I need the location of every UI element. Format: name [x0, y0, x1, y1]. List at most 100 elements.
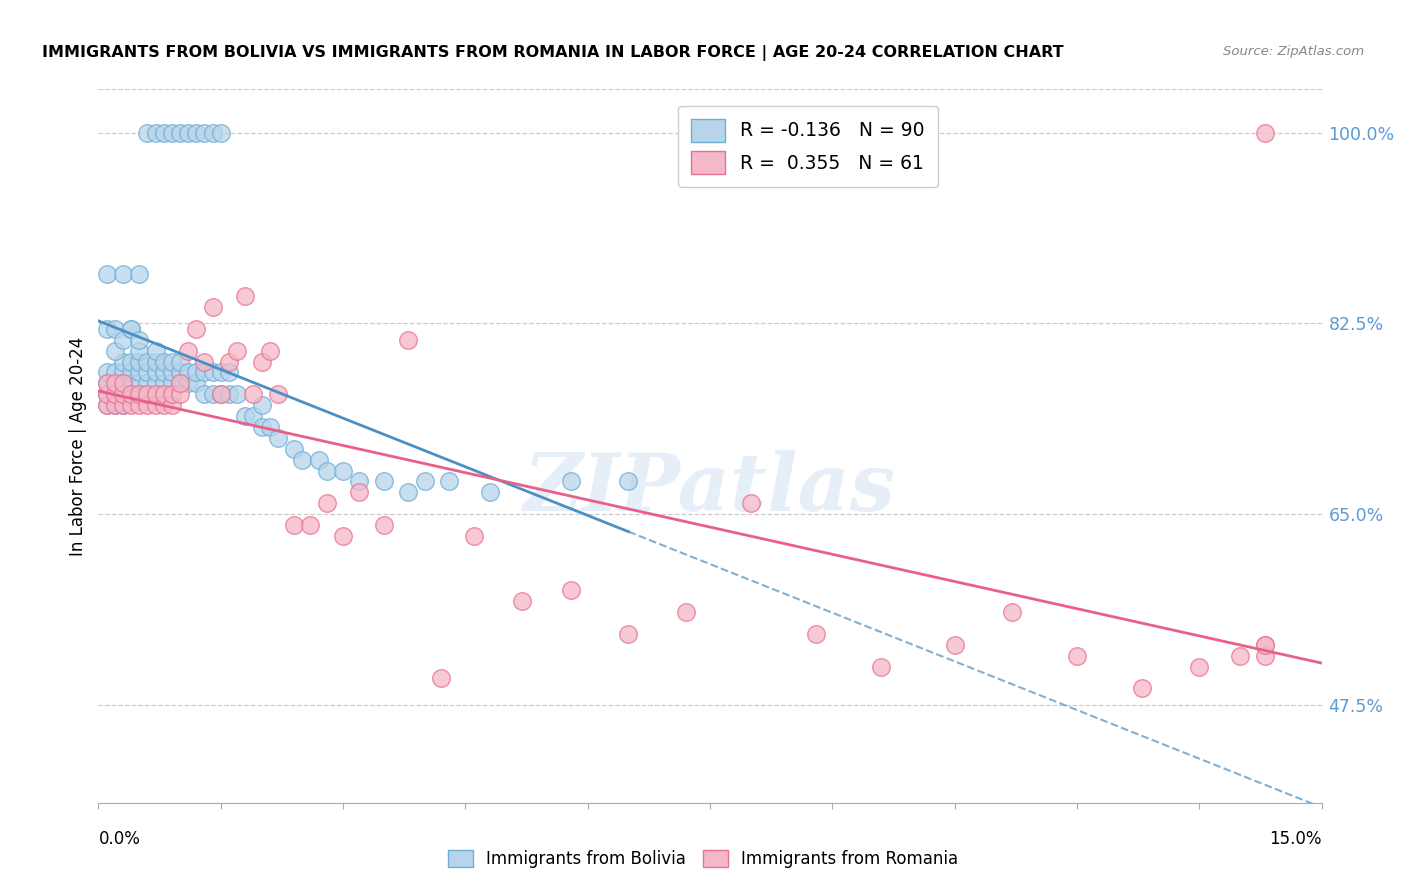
Point [201, 126, 224, 140]
Point [218, 366, 240, 380]
Point [617, 475, 640, 489]
Point [120, 387, 142, 401]
Point [396, 333, 419, 347]
Point [186, 126, 208, 140]
Point [111, 387, 134, 401]
Point [209, 387, 232, 401]
Point [145, 376, 167, 391]
Point [104, 343, 127, 358]
Point [111, 398, 134, 412]
Point [349, 485, 371, 500]
Point [332, 463, 354, 477]
Point [104, 366, 127, 380]
Point [804, 627, 827, 641]
Point [120, 354, 142, 368]
Point [349, 475, 371, 489]
Point [169, 366, 191, 380]
Text: Source: ZipAtlas.com: Source: ZipAtlas.com [1223, 45, 1364, 58]
Point [145, 354, 167, 368]
Point [560, 475, 582, 489]
Point [136, 126, 159, 140]
Point [332, 529, 354, 543]
Point [96, 322, 118, 336]
Point [209, 366, 232, 380]
Point [128, 366, 150, 380]
Point [96, 376, 118, 391]
Point [104, 398, 127, 412]
Point [943, 638, 966, 652]
Point [512, 594, 534, 608]
Point [315, 496, 337, 510]
Text: 15.0%: 15.0% [1270, 830, 1322, 848]
Point [218, 354, 240, 368]
Point [193, 387, 215, 401]
Point [120, 398, 142, 412]
Point [120, 376, 142, 391]
Point [111, 376, 134, 391]
Point [111, 354, 134, 368]
Point [160, 126, 183, 140]
Point [233, 409, 256, 423]
Point [233, 289, 256, 303]
Point [152, 126, 174, 140]
Point [209, 126, 232, 140]
Point [152, 354, 174, 368]
Point [96, 268, 118, 282]
Point [250, 398, 273, 412]
Point [136, 376, 159, 391]
Point [104, 398, 127, 412]
Point [128, 387, 150, 401]
Point [193, 354, 215, 368]
Point [111, 398, 134, 412]
Point [120, 366, 142, 380]
Point [186, 376, 208, 391]
Point [128, 268, 150, 282]
Point [250, 420, 273, 434]
Point [193, 366, 215, 380]
Point [128, 398, 150, 412]
Point [315, 463, 337, 477]
Point [193, 126, 215, 140]
Point [250, 354, 273, 368]
Point [120, 322, 142, 336]
Point [1253, 638, 1275, 652]
Point [120, 322, 142, 336]
Point [160, 366, 183, 380]
Point [226, 343, 249, 358]
Point [242, 387, 264, 401]
Point [177, 376, 200, 391]
Y-axis label: In Labor Force | Age 20-24: In Labor Force | Age 20-24 [69, 336, 87, 556]
Point [373, 475, 395, 489]
Point [1253, 126, 1275, 140]
Point [186, 366, 208, 380]
Point [96, 398, 118, 412]
Text: IMMIGRANTS FROM BOLIVIA VS IMMIGRANTS FROM ROMANIA IN LABOR FORCE | AGE 20-24 CO: IMMIGRANTS FROM BOLIVIA VS IMMIGRANTS FR… [42, 45, 1064, 61]
Point [373, 518, 395, 533]
Point [413, 475, 436, 489]
Point [104, 387, 127, 401]
Point [111, 366, 134, 380]
Point [111, 268, 134, 282]
Point [136, 366, 159, 380]
Point [111, 387, 134, 401]
Point [308, 452, 330, 467]
Point [201, 300, 224, 314]
Point [96, 398, 118, 412]
Point [128, 354, 150, 368]
Point [209, 387, 232, 401]
Text: ZIPatlas: ZIPatlas [524, 450, 896, 527]
Point [145, 343, 167, 358]
Point [160, 387, 183, 401]
Point [104, 322, 127, 336]
Point [160, 354, 183, 368]
Point [152, 366, 174, 380]
Point [186, 322, 208, 336]
Point [145, 387, 167, 401]
Point [1229, 648, 1251, 663]
Point [136, 354, 159, 368]
Point [617, 627, 640, 641]
Point [283, 518, 305, 533]
Point [430, 671, 453, 685]
Point [160, 376, 183, 391]
Point [1066, 648, 1088, 663]
